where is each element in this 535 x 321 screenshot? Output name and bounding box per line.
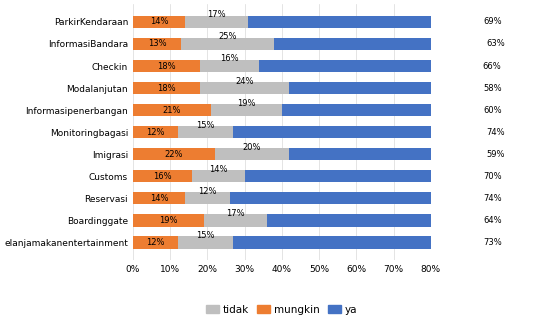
Text: 25%: 25% — [219, 32, 237, 41]
Text: 13%: 13% — [148, 39, 166, 48]
Text: 12%: 12% — [198, 187, 217, 196]
Bar — [133, 104, 211, 116]
Bar — [289, 148, 509, 160]
Text: 66%: 66% — [483, 62, 502, 71]
Bar — [204, 214, 267, 227]
Bar — [193, 170, 244, 182]
Text: 15%: 15% — [196, 121, 215, 130]
Bar — [185, 16, 248, 28]
Text: 63%: 63% — [486, 39, 505, 48]
Bar — [274, 38, 509, 50]
Bar — [282, 104, 505, 116]
Bar — [133, 60, 200, 72]
Bar — [248, 16, 505, 28]
Text: 69%: 69% — [483, 17, 501, 26]
Text: 14%: 14% — [150, 17, 168, 26]
Text: 74%: 74% — [483, 194, 501, 203]
Bar — [233, 237, 505, 248]
Bar — [233, 126, 509, 138]
Bar — [133, 237, 178, 248]
Bar — [133, 126, 178, 138]
Bar — [211, 104, 282, 116]
Bar — [289, 82, 505, 94]
Bar — [200, 82, 289, 94]
Bar — [133, 192, 185, 204]
Bar — [244, 170, 505, 182]
Text: 14%: 14% — [150, 194, 168, 203]
Text: 18%: 18% — [157, 83, 175, 92]
Text: 73%: 73% — [483, 238, 502, 247]
Text: 14%: 14% — [209, 165, 228, 174]
Text: 19%: 19% — [159, 216, 178, 225]
Bar — [133, 170, 193, 182]
Bar — [178, 126, 233, 138]
Bar — [200, 60, 259, 72]
Text: 22%: 22% — [165, 150, 183, 159]
Text: 60%: 60% — [483, 106, 501, 115]
Text: 64%: 64% — [483, 216, 501, 225]
Text: 17%: 17% — [208, 10, 226, 19]
Bar — [230, 192, 505, 204]
Text: 19%: 19% — [237, 99, 256, 108]
Bar — [259, 60, 505, 72]
Bar — [133, 214, 204, 227]
Text: 16%: 16% — [154, 172, 172, 181]
Text: 58%: 58% — [483, 83, 501, 92]
Bar — [178, 237, 233, 248]
Text: 15%: 15% — [196, 231, 215, 240]
Text: 12%: 12% — [146, 128, 164, 137]
Text: 16%: 16% — [220, 55, 239, 64]
Legend: tidak, mungkin, ya: tidak, mungkin, ya — [202, 301, 362, 319]
Bar — [133, 82, 200, 94]
Bar — [185, 192, 230, 204]
Bar — [267, 214, 505, 227]
Bar — [181, 38, 274, 50]
Bar — [133, 16, 185, 28]
Text: 59%: 59% — [487, 150, 505, 159]
Text: 17%: 17% — [226, 209, 244, 218]
Text: 12%: 12% — [146, 238, 164, 247]
Text: 21%: 21% — [163, 106, 181, 115]
Bar — [133, 38, 181, 50]
Bar — [133, 148, 215, 160]
Text: 24%: 24% — [235, 76, 254, 85]
Bar — [215, 148, 289, 160]
Text: 20%: 20% — [243, 143, 261, 152]
Text: 18%: 18% — [157, 62, 175, 71]
Text: 74%: 74% — [487, 128, 505, 137]
Text: 70%: 70% — [483, 172, 501, 181]
